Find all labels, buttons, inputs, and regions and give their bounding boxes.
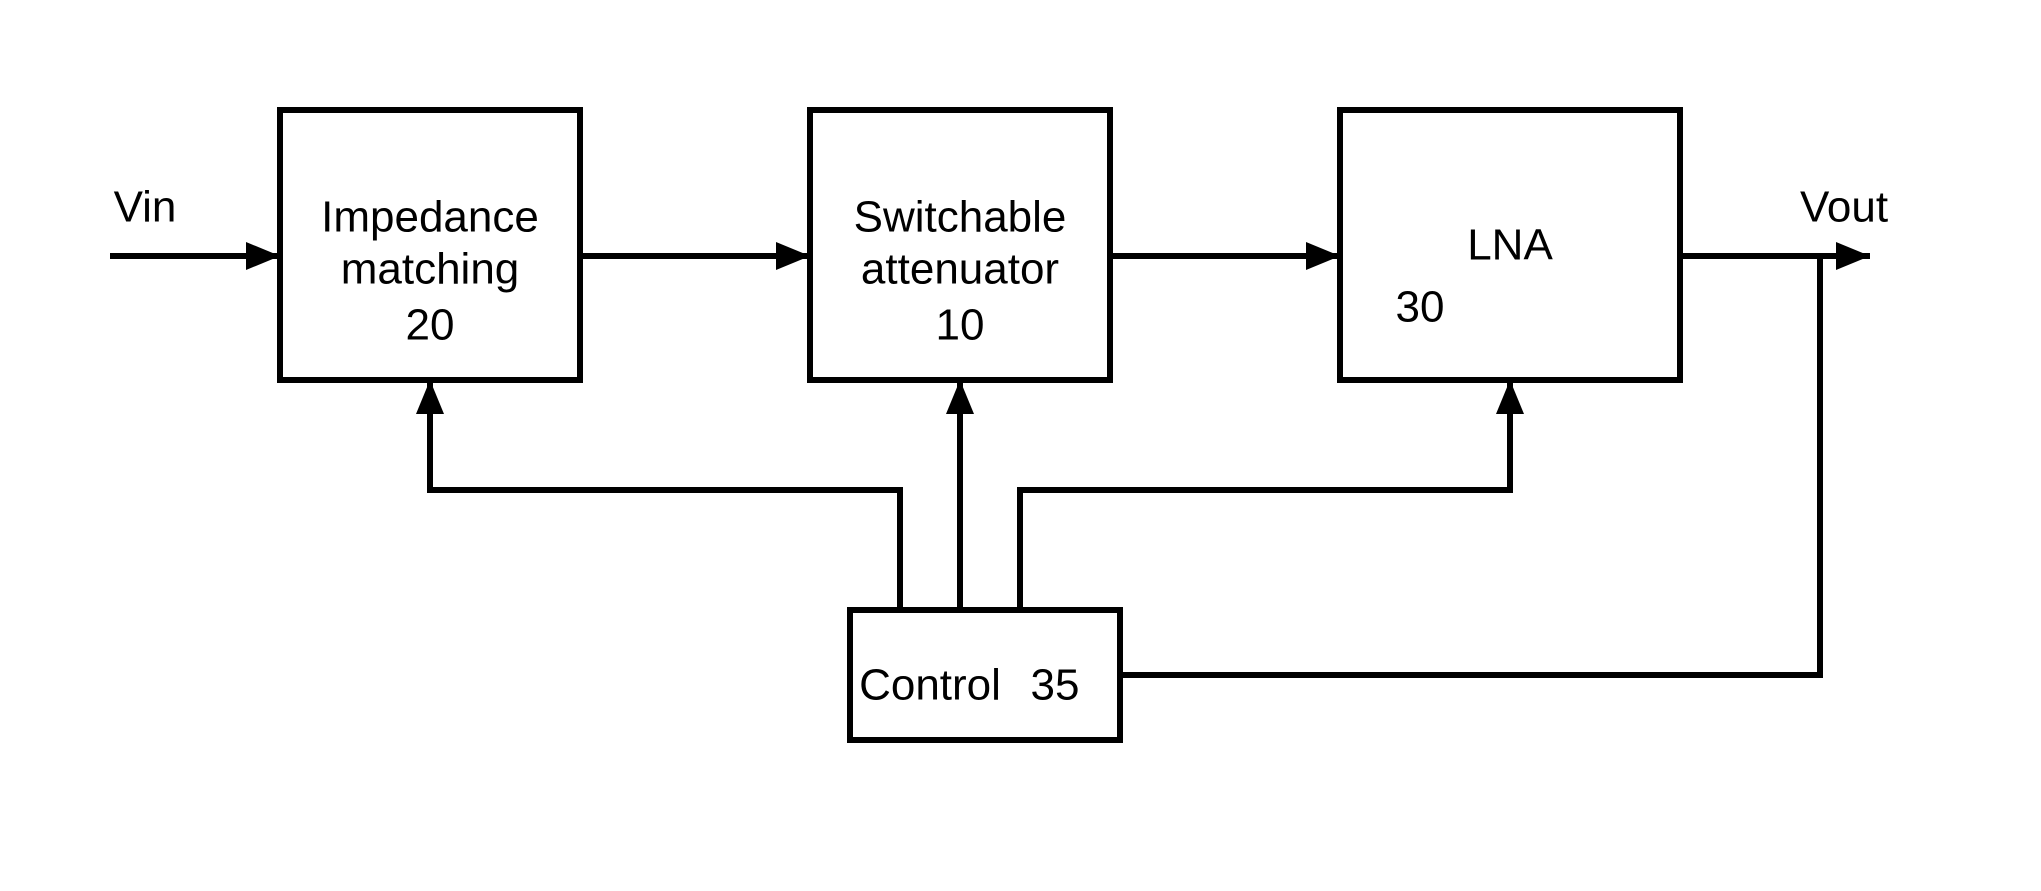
- lna-ref: 30: [1396, 283, 1445, 332]
- impedance-ref: 20: [406, 301, 455, 350]
- lna-label: LNA: [1467, 221, 1553, 270]
- impedance-line1: Impedance: [321, 193, 539, 242]
- attenuator-ref: 10: [936, 301, 985, 350]
- control-label: Control: [859, 661, 1001, 710]
- attenuator-line2: attenuator: [861, 245, 1059, 294]
- control-ref: 35: [1031, 661, 1080, 710]
- vin-label: Vin: [114, 183, 177, 232]
- attenuator-line1: Switchable: [854, 193, 1067, 242]
- wire-control-to-impedance: [430, 380, 900, 610]
- impedance-line2: matching: [341, 245, 520, 294]
- vout-label: Vout: [1800, 183, 1888, 232]
- wire-control-to-lna: [1020, 380, 1510, 610]
